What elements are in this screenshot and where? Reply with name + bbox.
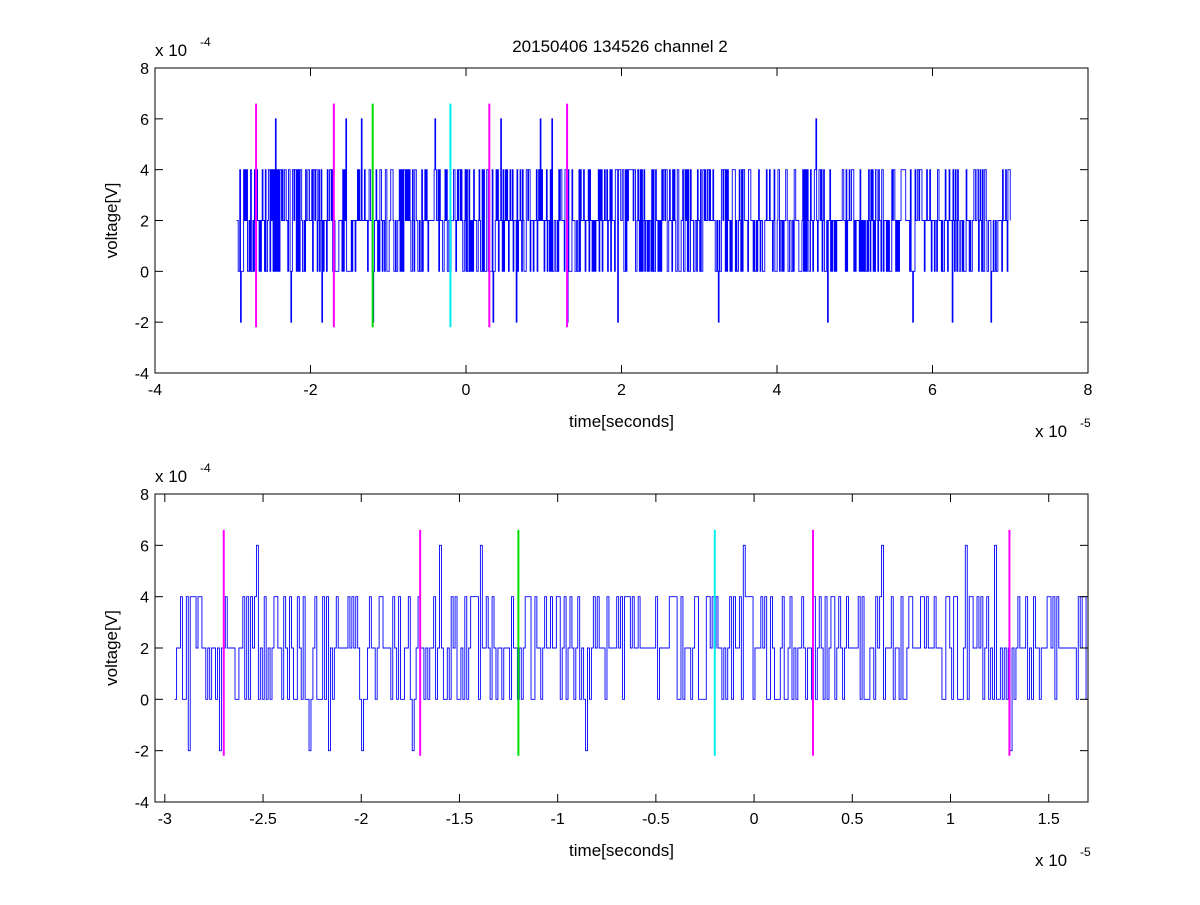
x-tick-label: 1.5 (1038, 811, 1060, 828)
x-tick-label: 6 (928, 382, 937, 399)
x-tick-label: -2.5 (249, 811, 277, 828)
y-tick-label: 8 (140, 487, 149, 504)
y-tick-label: -4 (135, 795, 149, 812)
y-tick-label: 4 (140, 163, 149, 180)
x-tick-label: -2 (303, 382, 317, 399)
top-x-axis-label: time[seconds] (569, 412, 674, 431)
x-tick-label: -1 (551, 811, 565, 828)
y-tick-label: 0 (140, 264, 149, 281)
top-y-exponent: x 10 -4 (155, 35, 211, 60)
bottom-axes-frame (154, 493, 1089, 803)
bottom-y-exponent-base: x 10 (155, 467, 187, 486)
x-tick-label: -3 (158, 811, 172, 828)
x-tick-label: 2 (617, 382, 626, 399)
top-y-exponent-power: -4 (200, 35, 211, 49)
x-tick-label: 4 (773, 382, 782, 399)
figure-title: 20150406 134526 channel 2 (512, 37, 728, 56)
y-tick-label: -2 (135, 744, 149, 761)
bottom-x-axis-label: time[seconds] (569, 841, 674, 860)
top-y-axis-label: voltage[V] (102, 183, 121, 259)
top-x-exponent: x 10 -5 (1035, 416, 1091, 441)
x-tick-label: -0.5 (642, 811, 670, 828)
y-tick-label: 2 (140, 641, 149, 658)
bottom-x-exponent: x 10 -5 (1035, 845, 1091, 870)
x-tick-label: -2 (354, 811, 368, 828)
x-tick-label: 0 (750, 811, 759, 828)
y-tick-label: 0 (140, 692, 149, 709)
top-x-exponent-power: -5 (1080, 416, 1091, 430)
bottom-axes: -3 -2.5 -2 -1.5 -1 -0.5 0 0.5 1 1.5 -4 -2 0 2 4 6 8 time… (102, 461, 1091, 870)
x-tick-label: -1.5 (446, 811, 474, 828)
signal-trace (236, 118, 1011, 323)
y-tick-label: -4 (135, 366, 149, 383)
top-tick-layer: -4 -2 0 2 4 6 8 -4 -2 0 2 4 6 8 (135, 61, 1093, 399)
bottom-marker-layer (222, 529, 1011, 756)
bottom-y-exponent-power: -4 (200, 461, 211, 475)
y-tick-label: 6 (140, 112, 149, 129)
bottom-x-exponent-base: x 10 (1035, 851, 1067, 870)
x-tick-label: -4 (148, 382, 162, 399)
bottom-x-exponent-power: -5 (1080, 845, 1091, 859)
x-tick-label: 1 (946, 811, 955, 828)
x-tick-label: 0 (462, 382, 471, 399)
bottom-y-axis-label: voltage[V] (102, 610, 121, 686)
y-tick-label: 2 (140, 214, 149, 231)
top-y-exponent-base: x 10 (155, 41, 187, 60)
y-tick-label: 8 (140, 61, 149, 78)
top-marker-layer (255, 103, 569, 328)
x-tick-label: 0.5 (841, 811, 863, 828)
signal-trace (174, 544, 1089, 752)
top-axes: -4 -2 0 2 4 6 8 -4 -2 0 2 4 6 8 time[seconds] voltage… (102, 35, 1093, 441)
y-tick-label: 6 (140, 538, 149, 555)
bottom-signal-layer (174, 544, 1089, 752)
y-tick-label: -2 (135, 315, 149, 332)
y-tick-label: 4 (140, 590, 149, 607)
bottom-y-exponent: x 10 -4 (155, 461, 211, 486)
top-signal-layer (236, 118, 1011, 323)
bottom-tick-layer: -3 -2.5 -2 -1.5 -1 -0.5 0 0.5 1 1.5 -4 -2 0 2 4 6 8 (135, 487, 1088, 828)
top-x-exponent-base: x 10 (1035, 422, 1067, 441)
x-tick-label: 8 (1084, 382, 1093, 399)
